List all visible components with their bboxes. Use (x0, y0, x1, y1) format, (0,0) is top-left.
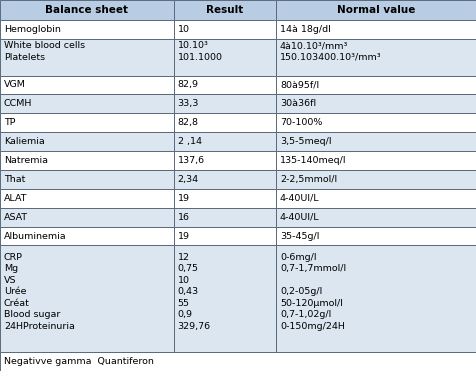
Bar (276, 246, 476, 352)
Bar (174, 246, 276, 352)
Text: CCMH: CCMH (4, 99, 32, 108)
Text: 10: 10 (178, 25, 189, 34)
Bar (174, 151, 276, 170)
Bar (0, 20, 174, 39)
Bar (0, 352, 476, 371)
Bar (0, 94, 174, 113)
Text: 16: 16 (178, 213, 189, 221)
Bar (0, 113, 174, 132)
Text: Result: Result (206, 5, 244, 15)
Bar (276, 76, 476, 94)
Text: TP: TP (4, 118, 15, 127)
Text: 10.10³
101.1000: 10.10³ 101.1000 (178, 42, 223, 62)
Bar (0, 170, 174, 189)
Bar (276, 132, 476, 151)
Text: 12
0,75
10
0,43
55
0,9
329,76: 12 0,75 10 0,43 55 0,9 329,76 (178, 253, 211, 331)
Bar (0, 151, 174, 170)
Text: 35-45g/l: 35-45g/l (280, 232, 319, 240)
Bar (174, 227, 276, 246)
Text: 19: 19 (178, 194, 189, 203)
Bar (276, 113, 476, 132)
Text: 19: 19 (178, 232, 189, 240)
Bar (0, 208, 174, 227)
Text: 2-2,5mmol/l: 2-2,5mmol/l (280, 175, 337, 184)
Text: 4-40UI/L: 4-40UI/L (280, 213, 319, 221)
Text: 3,5-5meq/l: 3,5-5meq/l (280, 137, 331, 146)
Bar (0, 227, 174, 246)
Bar (0, 0, 174, 20)
Text: Kaliemia: Kaliemia (4, 137, 45, 146)
Text: 33,3: 33,3 (178, 99, 199, 108)
Bar (0, 76, 174, 94)
Bar (174, 94, 276, 113)
Text: 0-6mg/l
0,7-1,7mmol/l

0,2-05g/l
50-120μmol/l
0,7-1,02g/l
0-150mg/24H: 0-6mg/l 0,7-1,7mmol/l 0,2-05g/l 50-120μm… (280, 253, 346, 331)
Bar (276, 94, 476, 113)
Bar (0, 39, 174, 76)
Bar (276, 208, 476, 227)
Bar (276, 0, 476, 20)
Bar (276, 189, 476, 208)
Text: ASAT: ASAT (4, 213, 28, 221)
Text: 30à36fl: 30à36fl (280, 99, 316, 108)
Text: 2,34: 2,34 (178, 175, 198, 184)
Text: 137,6: 137,6 (178, 156, 205, 165)
Bar (276, 151, 476, 170)
Text: 82,9: 82,9 (178, 81, 198, 89)
Bar (0, 246, 174, 352)
Bar (174, 132, 276, 151)
Text: ALAT: ALAT (4, 194, 27, 203)
Text: Normal value: Normal value (337, 5, 415, 15)
Bar (276, 20, 476, 39)
Bar (276, 170, 476, 189)
Text: 82,8: 82,8 (178, 118, 198, 127)
Text: Hemoglobin: Hemoglobin (4, 25, 60, 34)
Bar (174, 208, 276, 227)
Text: Balance sheet: Balance sheet (45, 5, 129, 15)
Bar (174, 39, 276, 76)
Text: VGM: VGM (4, 81, 26, 89)
Bar (0, 132, 174, 151)
Bar (174, 113, 276, 132)
Text: That: That (4, 175, 25, 184)
Text: 70-100%: 70-100% (280, 118, 322, 127)
Text: 135-140meq/l: 135-140meq/l (280, 156, 347, 165)
Text: Albuminemia: Albuminemia (4, 232, 67, 240)
Bar (0, 189, 174, 208)
Text: 4à10.10³/mm³
150.103400.10³/mm³: 4à10.10³/mm³ 150.103400.10³/mm³ (280, 42, 381, 62)
Bar (276, 227, 476, 246)
Text: 14à 18g/dl: 14à 18g/dl (280, 25, 331, 34)
Bar (174, 170, 276, 189)
Text: White blood cells
Platelets: White blood cells Platelets (4, 42, 85, 62)
Bar (174, 0, 276, 20)
Bar (174, 76, 276, 94)
Bar (174, 20, 276, 39)
Text: CRP
Mg
VS
Urée
Créat
Blood sugar
24HProteinuria: CRP Mg VS Urée Créat Blood sugar 24HProt… (4, 253, 75, 331)
Text: 4-40UI/L: 4-40UI/L (280, 194, 319, 203)
Text: Natremia: Natremia (4, 156, 48, 165)
Bar (276, 39, 476, 76)
Bar (174, 189, 276, 208)
Text: 2 ,14: 2 ,14 (178, 137, 201, 146)
Text: Negativve gamma  Quantiferon: Negativve gamma Quantiferon (4, 357, 154, 366)
Text: 80à95f/l: 80à95f/l (280, 81, 319, 89)
